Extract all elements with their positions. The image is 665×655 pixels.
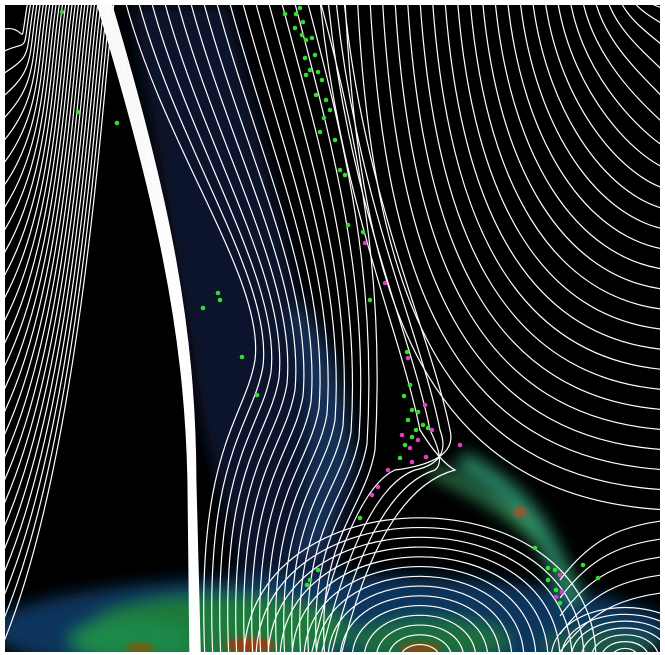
particle [363,241,368,246]
particle [304,73,309,78]
particle [405,350,410,355]
particle [554,588,559,593]
particle [560,590,565,595]
particle [240,355,245,360]
particle [316,70,321,75]
particle [408,383,413,388]
particle [554,595,559,600]
particle [300,33,305,38]
particle [376,485,381,490]
particle [553,568,558,573]
particle [370,493,375,498]
density-peak [514,508,526,516]
particle [421,423,426,428]
particle [283,12,288,17]
particle [430,428,435,433]
particle [426,426,431,431]
particle [320,78,325,83]
particle [216,291,221,296]
particle [424,455,429,460]
particle [201,306,206,311]
particle [386,468,391,473]
particle [324,98,329,103]
particle [558,601,563,606]
particle [400,433,405,438]
particle [406,418,411,423]
particle [410,460,415,465]
particle [358,516,363,521]
particle [293,26,298,31]
page: (() => { const ns = 'http://www.w3.org/2… [0,0,665,655]
density-peak [126,643,154,653]
particle [316,568,321,573]
particle [303,56,308,61]
particle [368,298,373,303]
particle [346,223,351,228]
particle [308,68,313,73]
particle [333,138,338,143]
particle [338,168,343,173]
particle [218,298,223,303]
particle [410,435,415,440]
particle [308,578,313,583]
particle [255,393,260,398]
particle [313,53,318,58]
particle [304,38,309,43]
particle [294,12,299,17]
particle [398,456,403,461]
particle [558,573,563,578]
particle [343,173,348,178]
particle [546,578,551,583]
particle [406,356,411,361]
particle [546,566,551,571]
particle [328,108,333,113]
particle [416,410,421,415]
particle [403,443,408,448]
particle [423,403,428,408]
particle [322,116,327,121]
particle [60,10,65,15]
particle [298,6,303,11]
particle [402,394,407,399]
particle [361,230,366,235]
particle [416,438,421,443]
particle [408,446,413,451]
particle [301,20,306,25]
particle [305,583,310,588]
particle [76,110,81,115]
particle [581,563,586,568]
particle [383,281,388,286]
particle [410,408,415,413]
particle [310,36,315,41]
particle [458,443,463,448]
particle [115,121,120,126]
particle [596,576,601,581]
particle [533,546,538,551]
particle [314,93,319,98]
particle [414,428,419,433]
field-plot [0,0,665,655]
particle [318,130,323,135]
